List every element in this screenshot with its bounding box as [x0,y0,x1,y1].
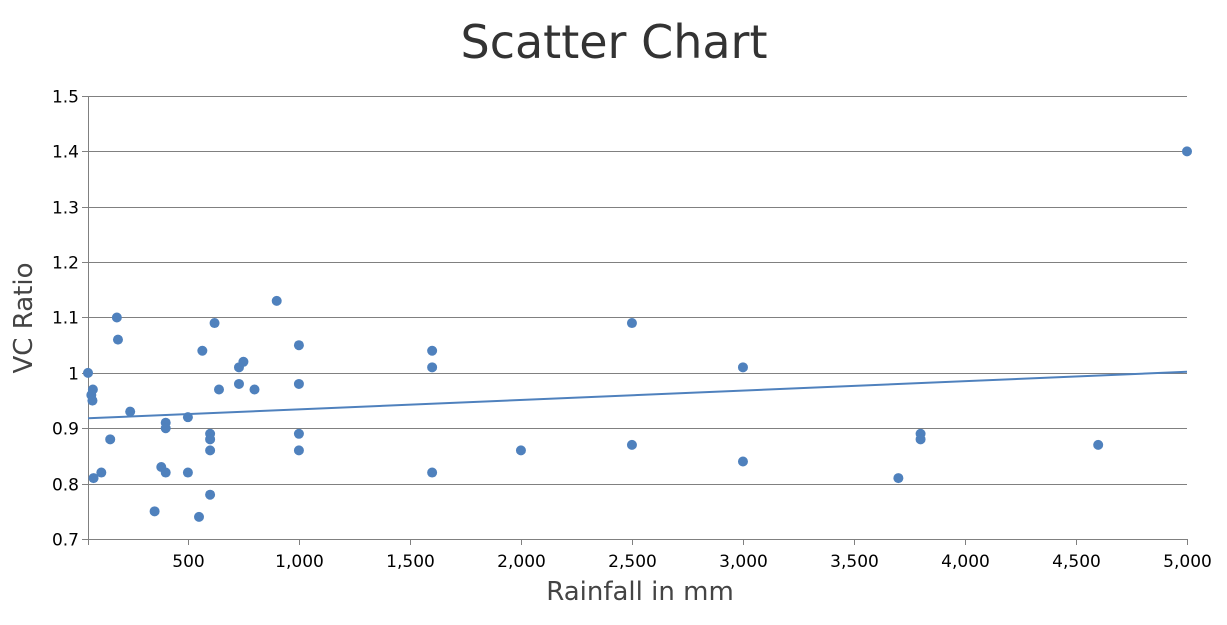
data-point [205,434,216,445]
data-point [737,456,748,467]
x-tick-label: 3,500 [830,552,879,572]
data-point [197,345,208,356]
data-point [149,506,160,517]
data-point [87,384,98,395]
data-point [182,467,193,478]
data-point [87,395,98,406]
x-tick-label: 1,500 [386,552,435,572]
data-point [427,362,438,373]
data-point [194,511,205,522]
data-point [271,295,282,306]
chart-title: Scatter Chart [461,15,768,69]
data-point [205,489,216,500]
x-tick-label: 2,000 [497,552,546,572]
y-tick-label: 1 [68,365,79,385]
data-point [83,367,93,378]
data-point [160,423,171,434]
data-point [1093,439,1104,450]
y-tick-label: 0.9 [52,420,79,440]
x-tick-label: 4,500 [1052,552,1101,572]
x-tick-label: 4,000 [941,552,990,572]
y-tick-label: 0.8 [52,476,79,496]
data-point [88,473,99,484]
y-tick-label: 1.4 [52,143,79,163]
data-point [105,434,116,445]
data-point [125,406,136,417]
y-tick-label: 1.3 [52,199,79,219]
trendline [87,370,1188,420]
data-point [111,312,122,323]
data-point [293,428,304,439]
x-axis-title: Rainfall in mm [546,577,734,607]
data-point [1182,146,1192,157]
data-point [238,356,249,367]
data-point [293,378,304,389]
data-point [209,318,220,329]
data-point [515,445,526,456]
y-axis-title: VC Ratio [9,263,39,374]
data-point [213,384,224,395]
data-point [427,467,438,478]
x-tick-label: 500 [172,552,204,572]
y-tick-label: 1.1 [52,309,79,329]
y-tick-label: 1.2 [52,254,79,274]
data-point [915,434,926,445]
data-point [112,334,123,345]
data-point [233,378,244,389]
data-point [205,445,216,456]
data-point [293,445,304,456]
data-point [96,467,107,478]
grid-lines [88,96,1187,540]
data-point [160,467,171,478]
data-point [626,439,637,450]
tick-labels: 0.7 0.8 0.9 1 1.1 1.2 1.3 1.4 1.5 500 1,000 1,500 2,… [52,88,1212,573]
x-tick-label: 3,000 [719,552,768,572]
y-tick-label: 0.7 [52,531,79,551]
data-points [83,146,1192,522]
x-tick-label: 1,000 [275,552,324,572]
x-tick-label: 2,500 [608,552,657,572]
data-point [249,384,260,395]
data-point [893,473,904,484]
data-point [737,362,748,373]
x-tick-label: 5,000 [1163,552,1212,572]
data-point [626,318,637,329]
trendline-layer [87,370,1188,420]
data-point [182,412,193,423]
data-point [293,340,304,351]
y-tick-label: 1.5 [52,88,79,108]
data-point [427,345,438,356]
